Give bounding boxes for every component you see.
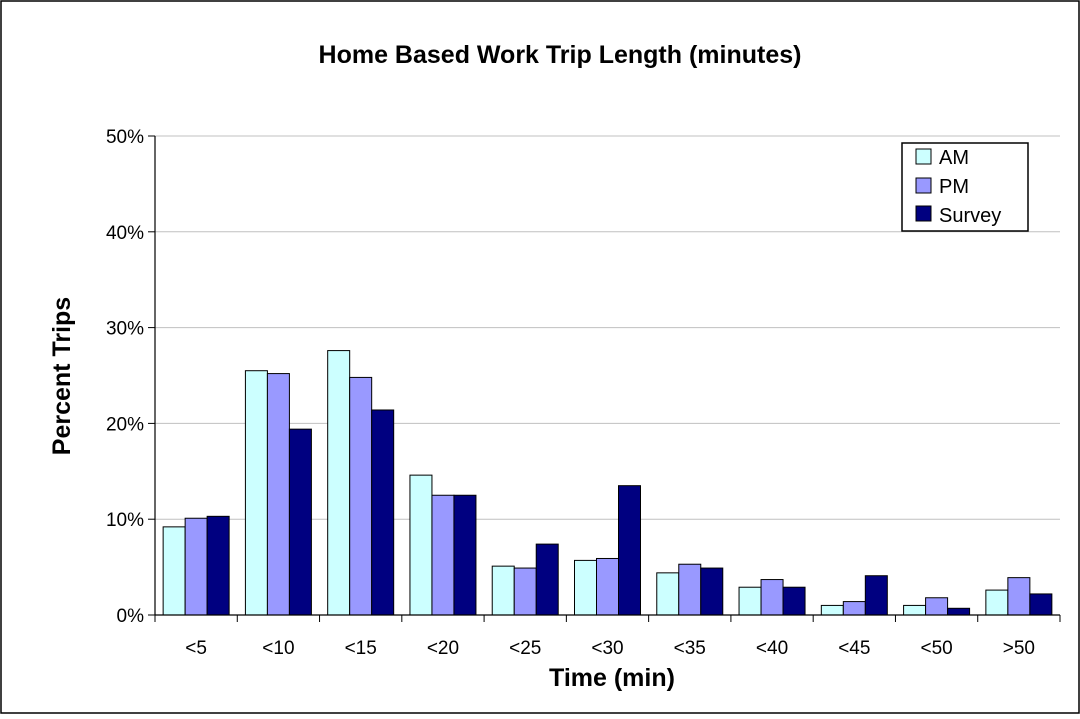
- bar-am: [985, 589, 1009, 616]
- x-tick-label: <45: [838, 638, 870, 659]
- bar-survey: [864, 575, 888, 616]
- bar-survey: [288, 428, 312, 616]
- x-axis-title: Time (min): [549, 664, 675, 692]
- y-tick-label: 40%: [106, 223, 144, 244]
- x-tick-label: <15: [345, 638, 377, 659]
- bar-pm: [266, 373, 290, 616]
- y-tick-label: 20%: [106, 414, 144, 435]
- bar-am: [409, 474, 433, 616]
- bar-am: [244, 370, 268, 616]
- legend-swatch-am: [915, 148, 932, 165]
- bar-pm: [349, 376, 373, 616]
- x-tick-label: <30: [591, 638, 623, 659]
- x-tick-label: <40: [756, 638, 788, 659]
- chart-title: Home Based Work Trip Length (minutes): [319, 41, 802, 69]
- bar-am: [903, 604, 927, 616]
- bar-am: [327, 350, 351, 616]
- x-tick-label: <10: [262, 638, 294, 659]
- bar-survey: [206, 515, 230, 616]
- bar-am: [491, 565, 515, 616]
- y-tick-label: 0%: [117, 606, 145, 627]
- gridlines: [155, 135, 1060, 520]
- x-tick-label: >50: [1003, 638, 1035, 659]
- bar-pm: [842, 601, 866, 616]
- bar-survey: [947, 607, 971, 616]
- legend-swatch-survey: [915, 205, 932, 222]
- bar-pm: [184, 517, 208, 616]
- bar-am: [738, 586, 762, 616]
- bar-pm: [1007, 577, 1031, 616]
- bar-pm: [760, 579, 784, 616]
- y-tick-label: 50%: [106, 127, 144, 148]
- bar-am: [820, 604, 844, 616]
- legend-label-pm: PM: [939, 176, 969, 198]
- legend-label-survey: Survey: [939, 205, 1001, 227]
- legend: AM PM Survey: [901, 142, 1029, 232]
- bar-pm: [678, 563, 702, 616]
- bar-am: [574, 559, 597, 616]
- bar-pm: [596, 557, 619, 616]
- bar-survey: [371, 409, 395, 616]
- x-tick-label: <5: [185, 638, 207, 659]
- x-tick-labels: <5 <10 <15 <20 <25 <30 <35 <40 <45 <50 >50: [185, 638, 1035, 659]
- x-tick-label: <35: [674, 638, 706, 659]
- x-tick-label: <25: [509, 638, 541, 659]
- y-tick-label: 30%: [106, 319, 144, 340]
- bar-survey: [782, 586, 806, 616]
- y-tick-labels: 0% 10% 20% 30% 40% 50%: [106, 127, 144, 627]
- x-tick-label: <20: [427, 638, 459, 659]
- bar-survey: [700, 567, 724, 616]
- bar-am: [656, 572, 680, 616]
- bar-pm: [925, 597, 949, 616]
- bar-pm: [513, 567, 537, 616]
- bar-survey: [535, 543, 559, 616]
- axes: [148, 135, 1061, 622]
- bars: [162, 350, 1053, 616]
- bar-pm: [431, 494, 455, 616]
- bar-am: [162, 526, 186, 616]
- bar-survey: [618, 485, 641, 616]
- bar-survey: [1029, 593, 1053, 616]
- y-axis-title: Percent Trips: [48, 297, 76, 455]
- x-tick-label: <50: [920, 638, 952, 659]
- legend-swatch-pm: [915, 177, 932, 194]
- y-tick-label: 10%: [106, 510, 144, 531]
- bar-survey: [453, 494, 477, 616]
- legend-label-am: AM: [939, 147, 969, 169]
